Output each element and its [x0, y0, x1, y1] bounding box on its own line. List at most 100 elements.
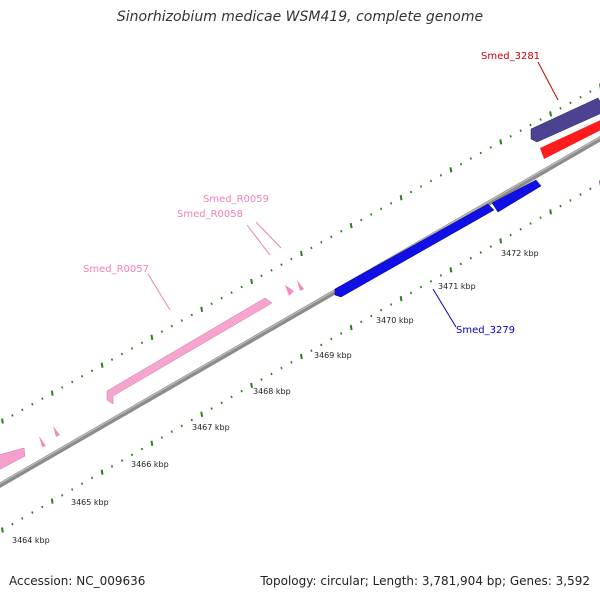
- outer-tick: [180, 319, 183, 322]
- inner-tick: [469, 256, 472, 260]
- outer-tick: [71, 380, 74, 384]
- inner-tick: [559, 204, 562, 208]
- inner-tick: [41, 505, 44, 509]
- outer-tick: [190, 313, 193, 317]
- outer-tick: [509, 135, 512, 138]
- outer-tick: [529, 123, 532, 127]
- kbp-label-3464: 3464 kbp: [12, 536, 50, 545]
- gene-smed-3279-part-2: [491, 179, 542, 213]
- outer-tick: [61, 386, 64, 389]
- outer-tick: [260, 274, 263, 278]
- outer-tick: [349, 222, 353, 229]
- label-smed-r0057: Smed_R0057: [83, 264, 149, 275]
- rna-features: [0, 280, 304, 470]
- outer-tick: [210, 302, 213, 306]
- outer-tick: [489, 146, 492, 149]
- outer-tick: [409, 190, 413, 194]
- inner-tick: [360, 320, 363, 324]
- inner-tick: [90, 476, 94, 480]
- outer-tick: [559, 107, 562, 110]
- kbp-label-3465: 3465 kbp: [71, 498, 109, 507]
- genome-summary-text: Topology: circular; Length: 3,781,904 bp…: [260, 574, 590, 588]
- inner-tick: [170, 430, 173, 433]
- inner-tick: [449, 267, 453, 273]
- outer-tick: [130, 347, 134, 350]
- outer-tick-row: [1, 83, 600, 424]
- outer-tick: [310, 246, 313, 250]
- inner-tick: [110, 465, 114, 468]
- outer-tick: [469, 157, 472, 160]
- inner-tick: [250, 382, 253, 389]
- inner-tick: [150, 440, 154, 446]
- outer-tick: [240, 285, 243, 289]
- outer-tick: [439, 174, 443, 177]
- inner-tick: [1, 527, 4, 533]
- inner-tick: [349, 324, 353, 331]
- outer-tick: [41, 397, 44, 400]
- inner-tick: [519, 228, 522, 231]
- inner-tick: [529, 222, 532, 225]
- outer-tick: [220, 296, 223, 300]
- outer-tick: [360, 218, 363, 222]
- inner-tick: [11, 522, 14, 526]
- inner-tick: [370, 314, 373, 318]
- outer-tick: [399, 195, 403, 201]
- inner-tick: [130, 453, 134, 457]
- outer-tick: [459, 162, 463, 166]
- outer-tick: [539, 118, 542, 121]
- rna-marker-small-1: [39, 436, 46, 447]
- leader-lines: [147, 61, 559, 328]
- outer-tick: [429, 179, 433, 183]
- outer-tick: [569, 101, 572, 105]
- inner-tick: [220, 401, 223, 405]
- inner-tick: [31, 511, 34, 514]
- inner-tick: [509, 233, 512, 237]
- inner-tick: [190, 418, 193, 422]
- outer-tick: [280, 263, 283, 266]
- inner-tick: [579, 193, 582, 196]
- inner-tick: [71, 488, 74, 491]
- outer-tick: [389, 202, 393, 205]
- gene-smed-3281-outer: [530, 97, 600, 143]
- label-smed-r0059: Smed_R0059: [203, 194, 269, 205]
- inner-tick: [260, 378, 263, 381]
- kbp-label-3467: 3467 kbp: [192, 423, 230, 432]
- outer-tick: [120, 352, 124, 356]
- kbp-label-3471: 3471 kbp: [438, 282, 476, 291]
- outer-tick: [340, 229, 343, 233]
- outer-tick: [290, 257, 293, 261]
- outer-tick: [370, 213, 373, 216]
- inner-tick: [50, 498, 54, 504]
- outer-tick: [150, 334, 154, 340]
- inner-tick: [210, 407, 213, 410]
- genome-backbone: [0, 135, 600, 489]
- inner-tick: [589, 187, 592, 191]
- inner-tick: [140, 447, 144, 451]
- outer-tick: [100, 362, 104, 368]
- rna-feature-left-edge: [0, 447, 26, 470]
- outer-tick: [479, 151, 482, 155]
- inner-tick: [80, 482, 84, 485]
- inner-tick: [320, 343, 323, 347]
- outer-tick: [31, 403, 34, 406]
- inner-tick: [180, 424, 183, 428]
- inner-tick: [61, 494, 64, 497]
- outer-tick: [419, 185, 423, 188]
- inner-tick: [409, 291, 413, 295]
- inner-tick: [340, 332, 343, 335]
- kbp-label-3472: 3472 kbp: [501, 249, 539, 258]
- inner-tick: [100, 469, 104, 475]
- kbp-label-3468: 3468 kbp: [253, 387, 291, 396]
- outer-tick: [320, 241, 323, 244]
- inner-tick: [459, 262, 463, 266]
- inner-tick: [479, 251, 482, 254]
- inner-tick: [330, 337, 333, 341]
- inner-tick: [389, 303, 393, 306]
- inner-tick: [499, 238, 503, 244]
- gene-smed-3281-inner: [540, 120, 600, 159]
- inner-tick: [399, 296, 403, 302]
- inner-tick: [539, 216, 542, 219]
- inner-tick: [270, 372, 273, 376]
- outer-tick: [270, 269, 273, 272]
